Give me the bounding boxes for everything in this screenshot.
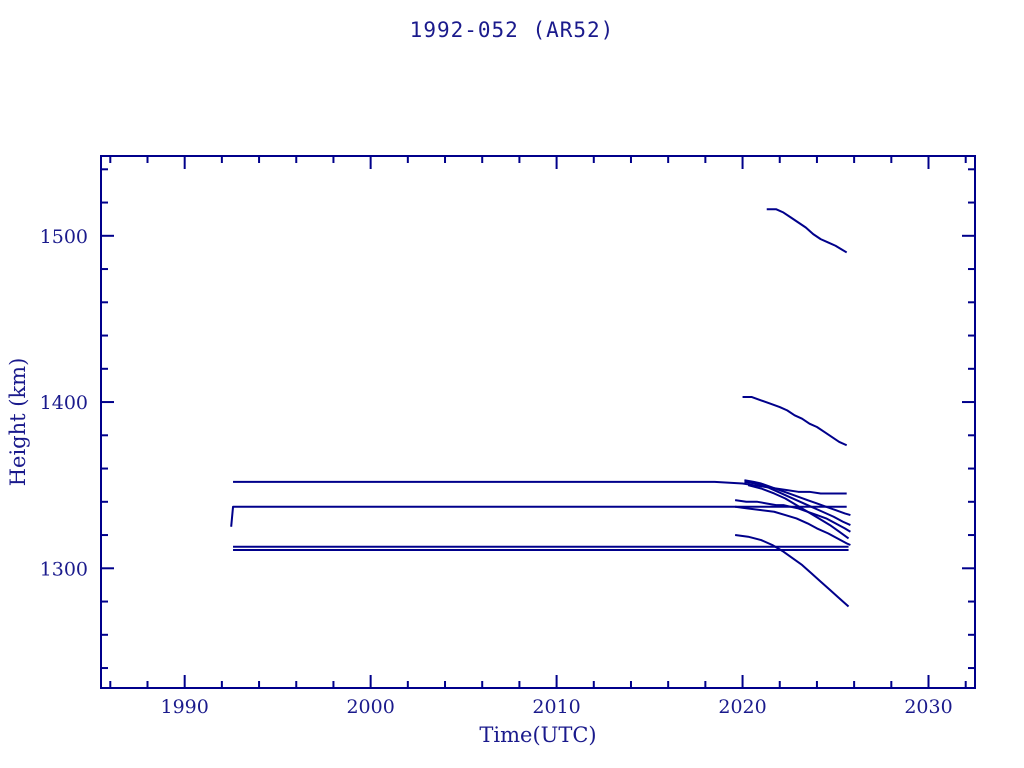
data-series-line: [734, 534, 850, 608]
data-series-line: [766, 208, 848, 254]
data-series-line: [734, 499, 851, 533]
data-series-line: [233, 480, 847, 495]
y-tick-label: 1500: [40, 226, 88, 248]
x-tick-label: 2030: [904, 696, 952, 718]
data-series-line: [742, 396, 848, 447]
data-series-line: [230, 505, 847, 527]
y-tick-label: 1400: [40, 392, 88, 414]
axis-ticks: [101, 156, 975, 688]
data-series-group: [230, 208, 851, 608]
x-tick-label: 2010: [532, 696, 580, 718]
data-series-line: [734, 505, 851, 546]
data-series-line: [744, 479, 851, 517]
x-tick-label: 2020: [718, 696, 766, 718]
plot-frame: [100, 155, 976, 689]
y-tick-label: 1300: [40, 558, 88, 580]
x-tick-labels: 1990 2000 2010 2020 2030: [161, 696, 953, 718]
data-series-line: [744, 480, 851, 526]
x-tick-label: 2000: [346, 696, 394, 718]
x-tick-label: 1990: [161, 696, 209, 718]
data-series-line: [747, 484, 850, 540]
y-tick-labels: 1300 1400 1500: [40, 226, 88, 580]
